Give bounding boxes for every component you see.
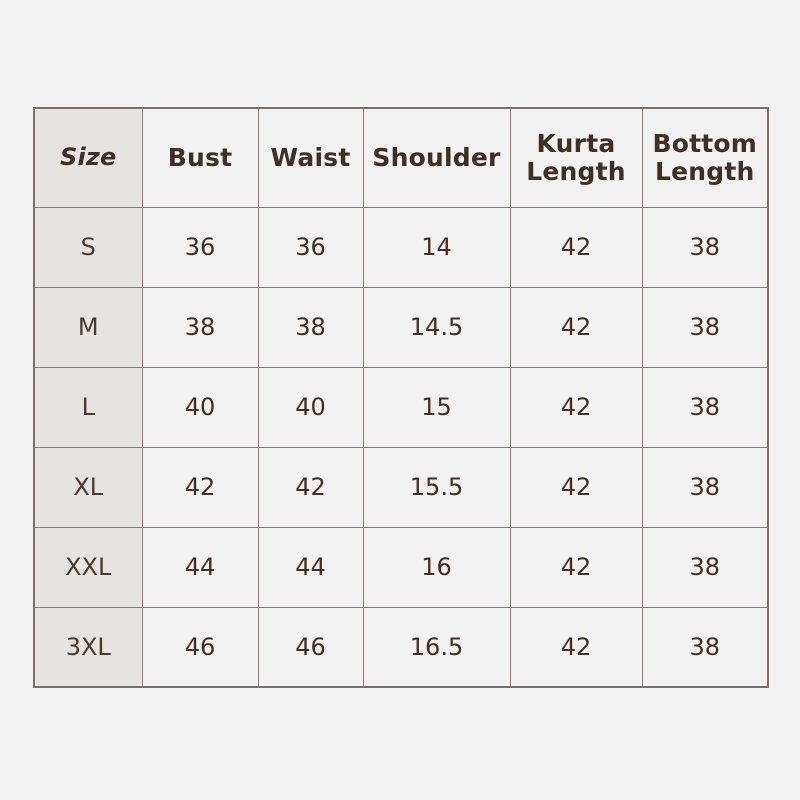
cell-bottom-length: 38 bbox=[641, 286, 769, 368]
cell-size: XXL bbox=[33, 526, 143, 608]
table-row: 3XL 46 46 16.5 42 38 bbox=[33, 606, 769, 688]
cell-waist: 40 bbox=[257, 366, 364, 448]
cell-shoulder: 15 bbox=[362, 366, 511, 448]
size-chart-table: Size Bust Waist Shoulder Kurta Length Bo… bbox=[33, 107, 769, 688]
cell-bottom-length: 38 bbox=[641, 446, 769, 528]
column-header-kurta-length: Kurta Length bbox=[509, 107, 643, 208]
cell-waist: 38 bbox=[257, 286, 364, 368]
column-header-waist-line-1: Waist bbox=[270, 142, 351, 172]
table-row: XXL 44 44 16 42 38 bbox=[33, 526, 769, 608]
cell-shoulder: 15.5 bbox=[362, 446, 511, 528]
cell-shoulder: 14 bbox=[362, 206, 511, 288]
column-header-bust: Bust bbox=[141, 107, 259, 208]
cell-kurta-length: 42 bbox=[509, 286, 643, 368]
cell-bust: 44 bbox=[141, 526, 259, 608]
size-chart-body: S 36 36 14 42 38 M 38 38 14.5 42 38 L 40… bbox=[33, 206, 769, 688]
cell-kurta-length: 42 bbox=[509, 526, 643, 608]
column-header-bottom-length: Bottom Length bbox=[641, 107, 769, 208]
cell-bottom-length: 38 bbox=[641, 526, 769, 608]
cell-kurta-length: 42 bbox=[509, 606, 643, 688]
cell-waist: 44 bbox=[257, 526, 364, 608]
table-row: S 36 36 14 42 38 bbox=[33, 206, 769, 288]
column-header-shoulder: Shoulder bbox=[362, 107, 511, 208]
column-header-kurta-length-line-2: Length bbox=[526, 156, 626, 186]
size-chart-header: Size Bust Waist Shoulder Kurta Length Bo… bbox=[33, 107, 769, 208]
cell-size: 3XL bbox=[33, 606, 143, 688]
column-header-shoulder-line-1: Shoulder bbox=[372, 142, 501, 172]
cell-shoulder: 16.5 bbox=[362, 606, 511, 688]
cell-size: L bbox=[33, 366, 143, 448]
table-row: M 38 38 14.5 42 38 bbox=[33, 286, 769, 368]
column-header-size: Size bbox=[33, 107, 143, 208]
cell-kurta-length: 42 bbox=[509, 206, 643, 288]
column-header-bottom-length-line-1: Bottom bbox=[652, 128, 758, 158]
cell-shoulder: 16 bbox=[362, 526, 511, 608]
cell-bottom-length: 38 bbox=[641, 366, 769, 448]
column-header-bust-line-1: Bust bbox=[167, 142, 233, 172]
table-row: XL 42 42 15.5 42 38 bbox=[33, 446, 769, 528]
table-row: L 40 40 15 42 38 bbox=[33, 366, 769, 448]
cell-bust: 40 bbox=[141, 366, 259, 448]
cell-size: XL bbox=[33, 446, 143, 528]
cell-bust: 42 bbox=[141, 446, 259, 528]
cell-size: S bbox=[33, 206, 143, 288]
cell-kurta-length: 42 bbox=[509, 366, 643, 448]
cell-bust: 46 bbox=[141, 606, 259, 688]
header-row: Size Bust Waist Shoulder Kurta Length Bo… bbox=[33, 107, 769, 208]
column-header-kurta-length-line-1: Kurta bbox=[536, 128, 616, 158]
cell-bottom-length: 38 bbox=[641, 606, 769, 688]
cell-bust: 38 bbox=[141, 286, 259, 368]
cell-waist: 42 bbox=[257, 446, 364, 528]
cell-kurta-length: 42 bbox=[509, 446, 643, 528]
cell-waist: 36 bbox=[257, 206, 364, 288]
cell-shoulder: 14.5 bbox=[362, 286, 511, 368]
cell-bust: 36 bbox=[141, 206, 259, 288]
cell-size: M bbox=[33, 286, 143, 368]
column-header-size-line-1: Size bbox=[59, 143, 117, 172]
size-chart-container: Size Bust Waist Shoulder Kurta Length Bo… bbox=[33, 107, 769, 688]
cell-waist: 46 bbox=[257, 606, 364, 688]
cell-bottom-length: 38 bbox=[641, 206, 769, 288]
column-header-waist: Waist bbox=[257, 107, 364, 208]
column-header-bottom-length-line-2: Length bbox=[654, 156, 755, 186]
